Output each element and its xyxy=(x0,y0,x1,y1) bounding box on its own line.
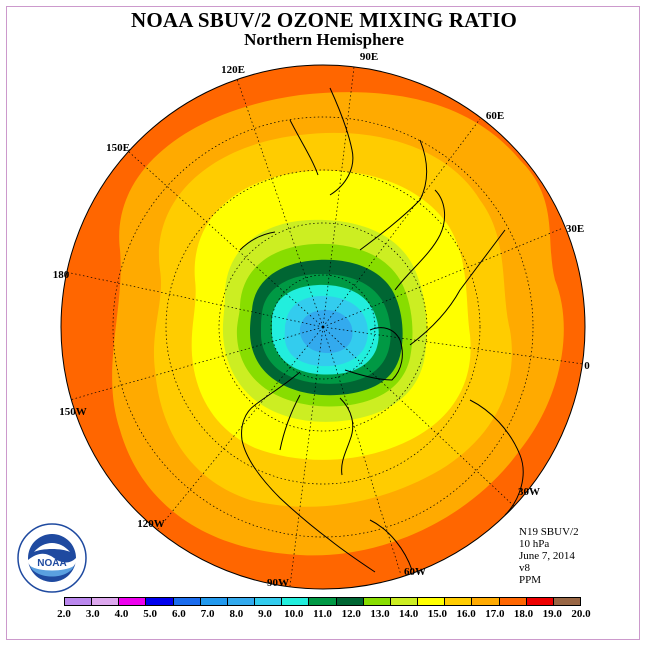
longitude-label-30e: 30E xyxy=(565,223,585,235)
longitude-label-150e: 150E xyxy=(106,142,130,154)
colorbar-label: 17.0 xyxy=(485,608,505,620)
colorbar-swatch xyxy=(282,598,310,605)
logo-text: NOAA xyxy=(37,558,66,569)
longitude-label-120e: 120E xyxy=(221,64,245,76)
info-version: v8 xyxy=(519,562,530,574)
longitude-label-30w: 30W xyxy=(518,486,540,498)
longitude-label-180: 180 xyxy=(52,269,70,281)
info-level: 10 hPa xyxy=(519,538,550,550)
page-frame xyxy=(6,6,640,640)
map-title: NOAA SBUV/2 OZONE MIXING RATIO xyxy=(131,8,517,32)
colorbar-label: 9.0 xyxy=(258,608,272,620)
longitude-label-60e: 60E xyxy=(485,110,505,122)
colorbar-swatch xyxy=(390,598,419,605)
colorbar-swatch xyxy=(119,598,147,605)
north-america-coast xyxy=(241,371,376,573)
colorbar-label: 19.0 xyxy=(542,608,562,620)
colorbar-swatch xyxy=(92,598,120,605)
colorbar-swatch xyxy=(255,598,283,605)
colorbar-swatch xyxy=(363,598,391,605)
colorbar-swatch xyxy=(173,598,201,605)
map-disc-outline xyxy=(60,64,586,590)
colorbar-label: 13.0 xyxy=(370,608,390,620)
asia-coast xyxy=(239,87,354,251)
info-satellite: N19 SBUV/2 xyxy=(519,526,579,538)
longitude-label-150w: 150W xyxy=(59,406,87,418)
colorbar-label: 18.0 xyxy=(513,608,534,620)
info-date: June 7, 2014 xyxy=(519,550,575,562)
info-units: PPM xyxy=(519,574,542,586)
colorbar-label: 5.0 xyxy=(143,608,158,620)
africa-coast xyxy=(469,399,524,516)
colorbar-label: 15.0 xyxy=(427,608,447,620)
colorbar-swatch xyxy=(499,598,527,605)
product-info: N19 SBUV/2 10 hPa June 7, 2014 v8 PPM xyxy=(519,526,579,586)
longitude-label-0: 0 xyxy=(584,360,590,372)
eurasia-coast xyxy=(359,139,506,346)
colorbar-swatch xyxy=(472,598,500,605)
south-america-coast xyxy=(369,519,413,571)
colorbar-swatch xyxy=(418,598,446,605)
noaa-logo: NOAA xyxy=(17,523,87,593)
coastlines xyxy=(239,87,524,573)
colorbar-swatch xyxy=(526,598,554,605)
colorbar-label: 3.0 xyxy=(85,608,100,620)
colorbar-labels: 2.0 3.0 4.0 5.0 6.0 7.0 8.0 9.0 10.0 11.0 12.0 13.0… xyxy=(57,608,591,622)
colorbar xyxy=(64,597,581,606)
longitude-label-90w: 90W xyxy=(267,577,289,589)
longitude-label-90e: 90E xyxy=(359,51,379,63)
longitude-label-60w: 60W xyxy=(404,566,426,578)
colorbar-label: 2.0 xyxy=(57,608,71,620)
grid-lines xyxy=(65,66,584,587)
map-subtitle: Northern Hemisphere xyxy=(244,30,404,49)
greenland-coast xyxy=(344,327,403,381)
colorbar-label: 4.0 xyxy=(114,608,129,620)
colorbar-label: 6.0 xyxy=(172,608,186,620)
colorbar-swatch xyxy=(336,598,364,605)
longitude-label-120w: 120W xyxy=(137,518,165,530)
colorbar-label: 7.0 xyxy=(200,608,215,620)
colorbar-swatch xyxy=(200,598,228,605)
colorbar-label: 20.0 xyxy=(571,608,591,620)
colorbar-label: 16.0 xyxy=(456,608,476,620)
colorbar-label: 11.0 xyxy=(313,608,332,620)
colorbar-label: 12.0 xyxy=(341,608,361,620)
colorbar-swatch xyxy=(227,598,256,605)
colorbar-swatch xyxy=(65,598,93,605)
colorbar-swatch xyxy=(445,598,473,605)
band-8 xyxy=(299,310,353,353)
colorbar-swatch xyxy=(309,598,337,605)
colorbar-swatch xyxy=(146,598,174,605)
colorbar-label: 8.0 xyxy=(229,608,244,620)
colorbar-label: 10.0 xyxy=(284,608,304,620)
colorbar-label: 14.0 xyxy=(399,608,419,620)
colorbar-swatch xyxy=(553,598,580,605)
